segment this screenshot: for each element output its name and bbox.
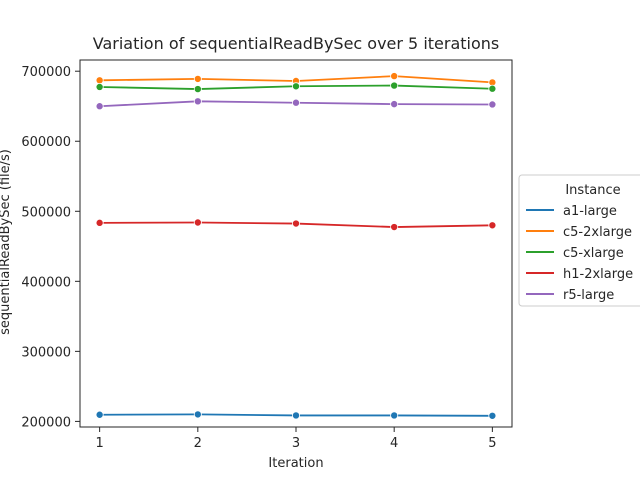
legend: Instance a1-large c5-2xlarge c5-xlarge h1-2… bbox=[518, 174, 640, 307]
x-tick-label: 4 bbox=[390, 436, 398, 451]
series-h1-2xlarge bbox=[95, 218, 497, 232]
data-point bbox=[95, 82, 104, 91]
chart-title: Variation of sequentialReadBySec over 5 … bbox=[93, 34, 500, 53]
data-point bbox=[193, 97, 202, 106]
data-point bbox=[488, 100, 497, 109]
legend-item: h1-2xlarge bbox=[526, 267, 633, 282]
data-point bbox=[95, 102, 104, 111]
x-tick-label: 5 bbox=[488, 436, 496, 451]
data-point bbox=[193, 410, 202, 419]
legend-label: r5-large bbox=[563, 288, 614, 303]
data-point bbox=[390, 411, 399, 420]
legend-label: c5-xlarge bbox=[563, 246, 624, 261]
data-point bbox=[95, 76, 104, 85]
series-group bbox=[95, 72, 497, 420]
legend-title: Instance bbox=[565, 183, 620, 198]
x-tick-label: 2 bbox=[194, 436, 202, 451]
series-c5-2xlarge bbox=[95, 72, 497, 87]
y-tick-label: 600000 bbox=[21, 135, 71, 150]
data-point bbox=[193, 74, 202, 83]
data-point bbox=[390, 72, 399, 81]
y-axis-ticks: 200000 300000 400000 500000 600000 700000 bbox=[21, 65, 80, 430]
data-point bbox=[390, 81, 399, 90]
y-tick-label: 300000 bbox=[21, 345, 71, 360]
y-tick-label: 500000 bbox=[21, 205, 71, 220]
data-point bbox=[291, 219, 300, 228]
y-tick-label: 700000 bbox=[21, 65, 71, 80]
legend-item: c5-2xlarge bbox=[526, 225, 632, 240]
data-point bbox=[193, 85, 202, 94]
series-r5-large bbox=[95, 97, 497, 111]
data-point bbox=[390, 100, 399, 109]
data-point bbox=[291, 82, 300, 91]
legend-item: r5-large bbox=[526, 288, 614, 303]
data-point bbox=[291, 411, 300, 420]
legend-label: c5-2xlarge bbox=[563, 225, 632, 240]
data-point bbox=[488, 221, 497, 230]
series-a1-large bbox=[95, 410, 497, 420]
data-point bbox=[488, 411, 497, 420]
data-point bbox=[193, 218, 202, 227]
y-axis-label: sequentialReadBySec (file/s) bbox=[0, 149, 13, 335]
plot-area bbox=[79, 59, 513, 428]
legend-label: h1-2xlarge bbox=[563, 267, 633, 282]
legend-label: a1-large bbox=[563, 204, 617, 219]
x-tick-label: 1 bbox=[95, 436, 103, 451]
legend-item: a1-large bbox=[526, 204, 617, 219]
x-axis-ticks: 1 2 3 4 5 bbox=[95, 427, 497, 451]
plot-frame bbox=[79, 59, 513, 428]
data-point bbox=[488, 84, 497, 93]
data-point bbox=[95, 218, 104, 227]
data-point bbox=[291, 98, 300, 107]
legend-items: a1-large c5-2xlarge c5-xlarge h1-2xlarge r5-… bbox=[526, 204, 633, 303]
series-c5-xlarge bbox=[95, 81, 497, 94]
data-point bbox=[95, 410, 104, 419]
y-tick-label: 400000 bbox=[21, 275, 71, 290]
legend-item: c5-xlarge bbox=[526, 246, 624, 261]
data-point bbox=[390, 223, 399, 232]
x-axis-label: Iteration bbox=[268, 456, 323, 471]
y-tick-label: 200000 bbox=[21, 415, 71, 430]
x-tick-label: 3 bbox=[292, 436, 300, 451]
